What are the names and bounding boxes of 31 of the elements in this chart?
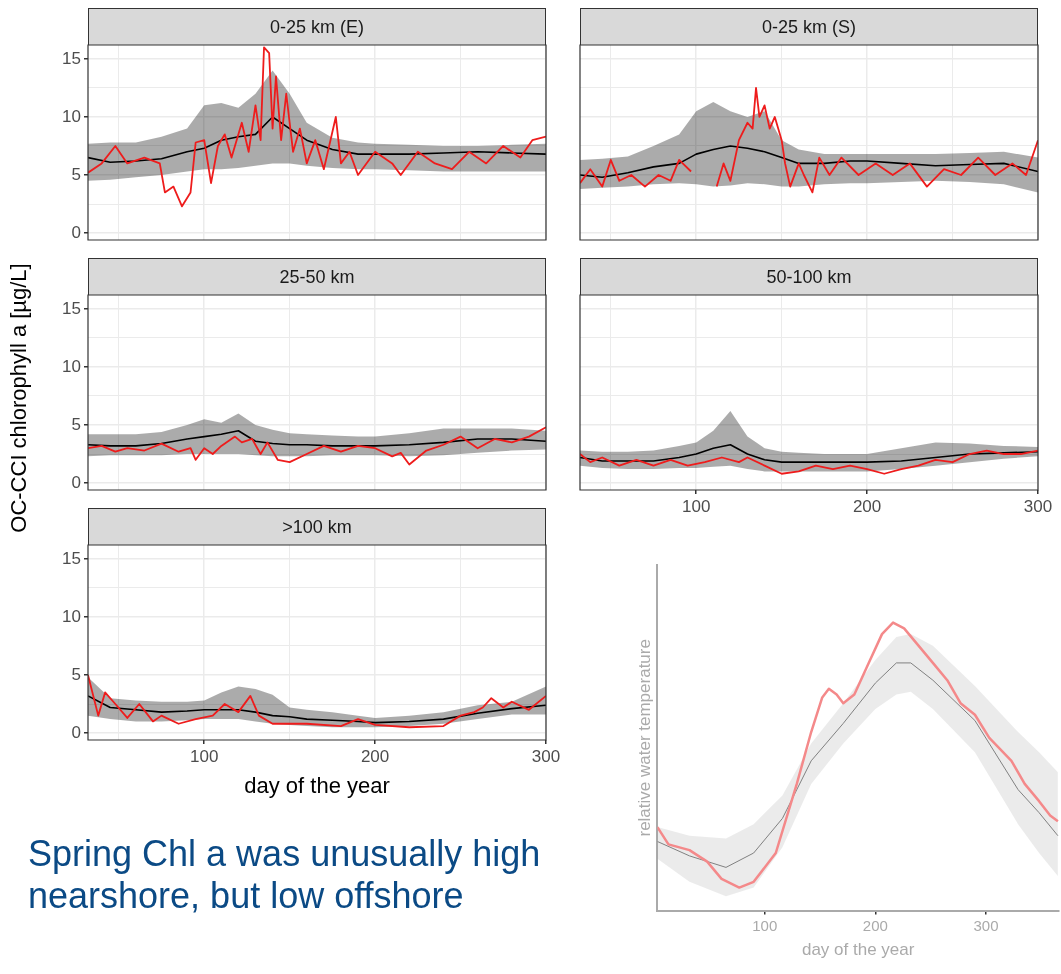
chart-title: 50-100 km: [580, 258, 1038, 295]
y-tick-label: 15: [62, 48, 81, 68]
y-tick-label: 15: [62, 548, 81, 568]
x-axis-title: day of the year: [801, 940, 915, 960]
y-tick-label: 0: [71, 722, 81, 742]
text: Spring Chl a was unusually high nearshore, but low offshore: [28, 833, 542, 917]
x-axis-title: day of the year: [244, 772, 390, 798]
y-tick-label: 0: [71, 472, 81, 492]
x-tick-label: 200: [852, 496, 882, 516]
x-tick-label: 300: [1023, 496, 1053, 516]
chart-title: 0-25 km (S): [580, 8, 1038, 45]
x-tick-label: 100: [190, 746, 219, 766]
y-tick-label: 15: [62, 298, 81, 318]
y-tick-label: 0: [71, 222, 81, 242]
y-tick-label: 5: [71, 414, 81, 434]
y-tick-label: 5: [71, 164, 81, 184]
x-tick-label: 200: [360, 746, 390, 766]
x-tick-label: 100: [752, 916, 778, 934]
y-tick-label: 10: [62, 106, 81, 126]
y-tick-label: 10: [62, 606, 81, 626]
x-tick-label: 300: [531, 746, 561, 766]
y-axis-title: relative water temperature: [634, 639, 654, 837]
y-axis-title: OC-CCI chlorophyll a [µg/L]: [7, 263, 32, 533]
y-tick-label: 10: [62, 356, 81, 376]
y-tick-label: 5: [71, 664, 81, 684]
x-tick-label: 300: [973, 916, 999, 934]
x-tick-label: 200: [862, 916, 888, 934]
chart-title: >100 km: [88, 508, 546, 545]
chart-title: 0-25 km (E): [88, 8, 546, 45]
chart-title: 25-50 km: [88, 258, 546, 295]
x-tick-label: 100: [682, 496, 711, 516]
